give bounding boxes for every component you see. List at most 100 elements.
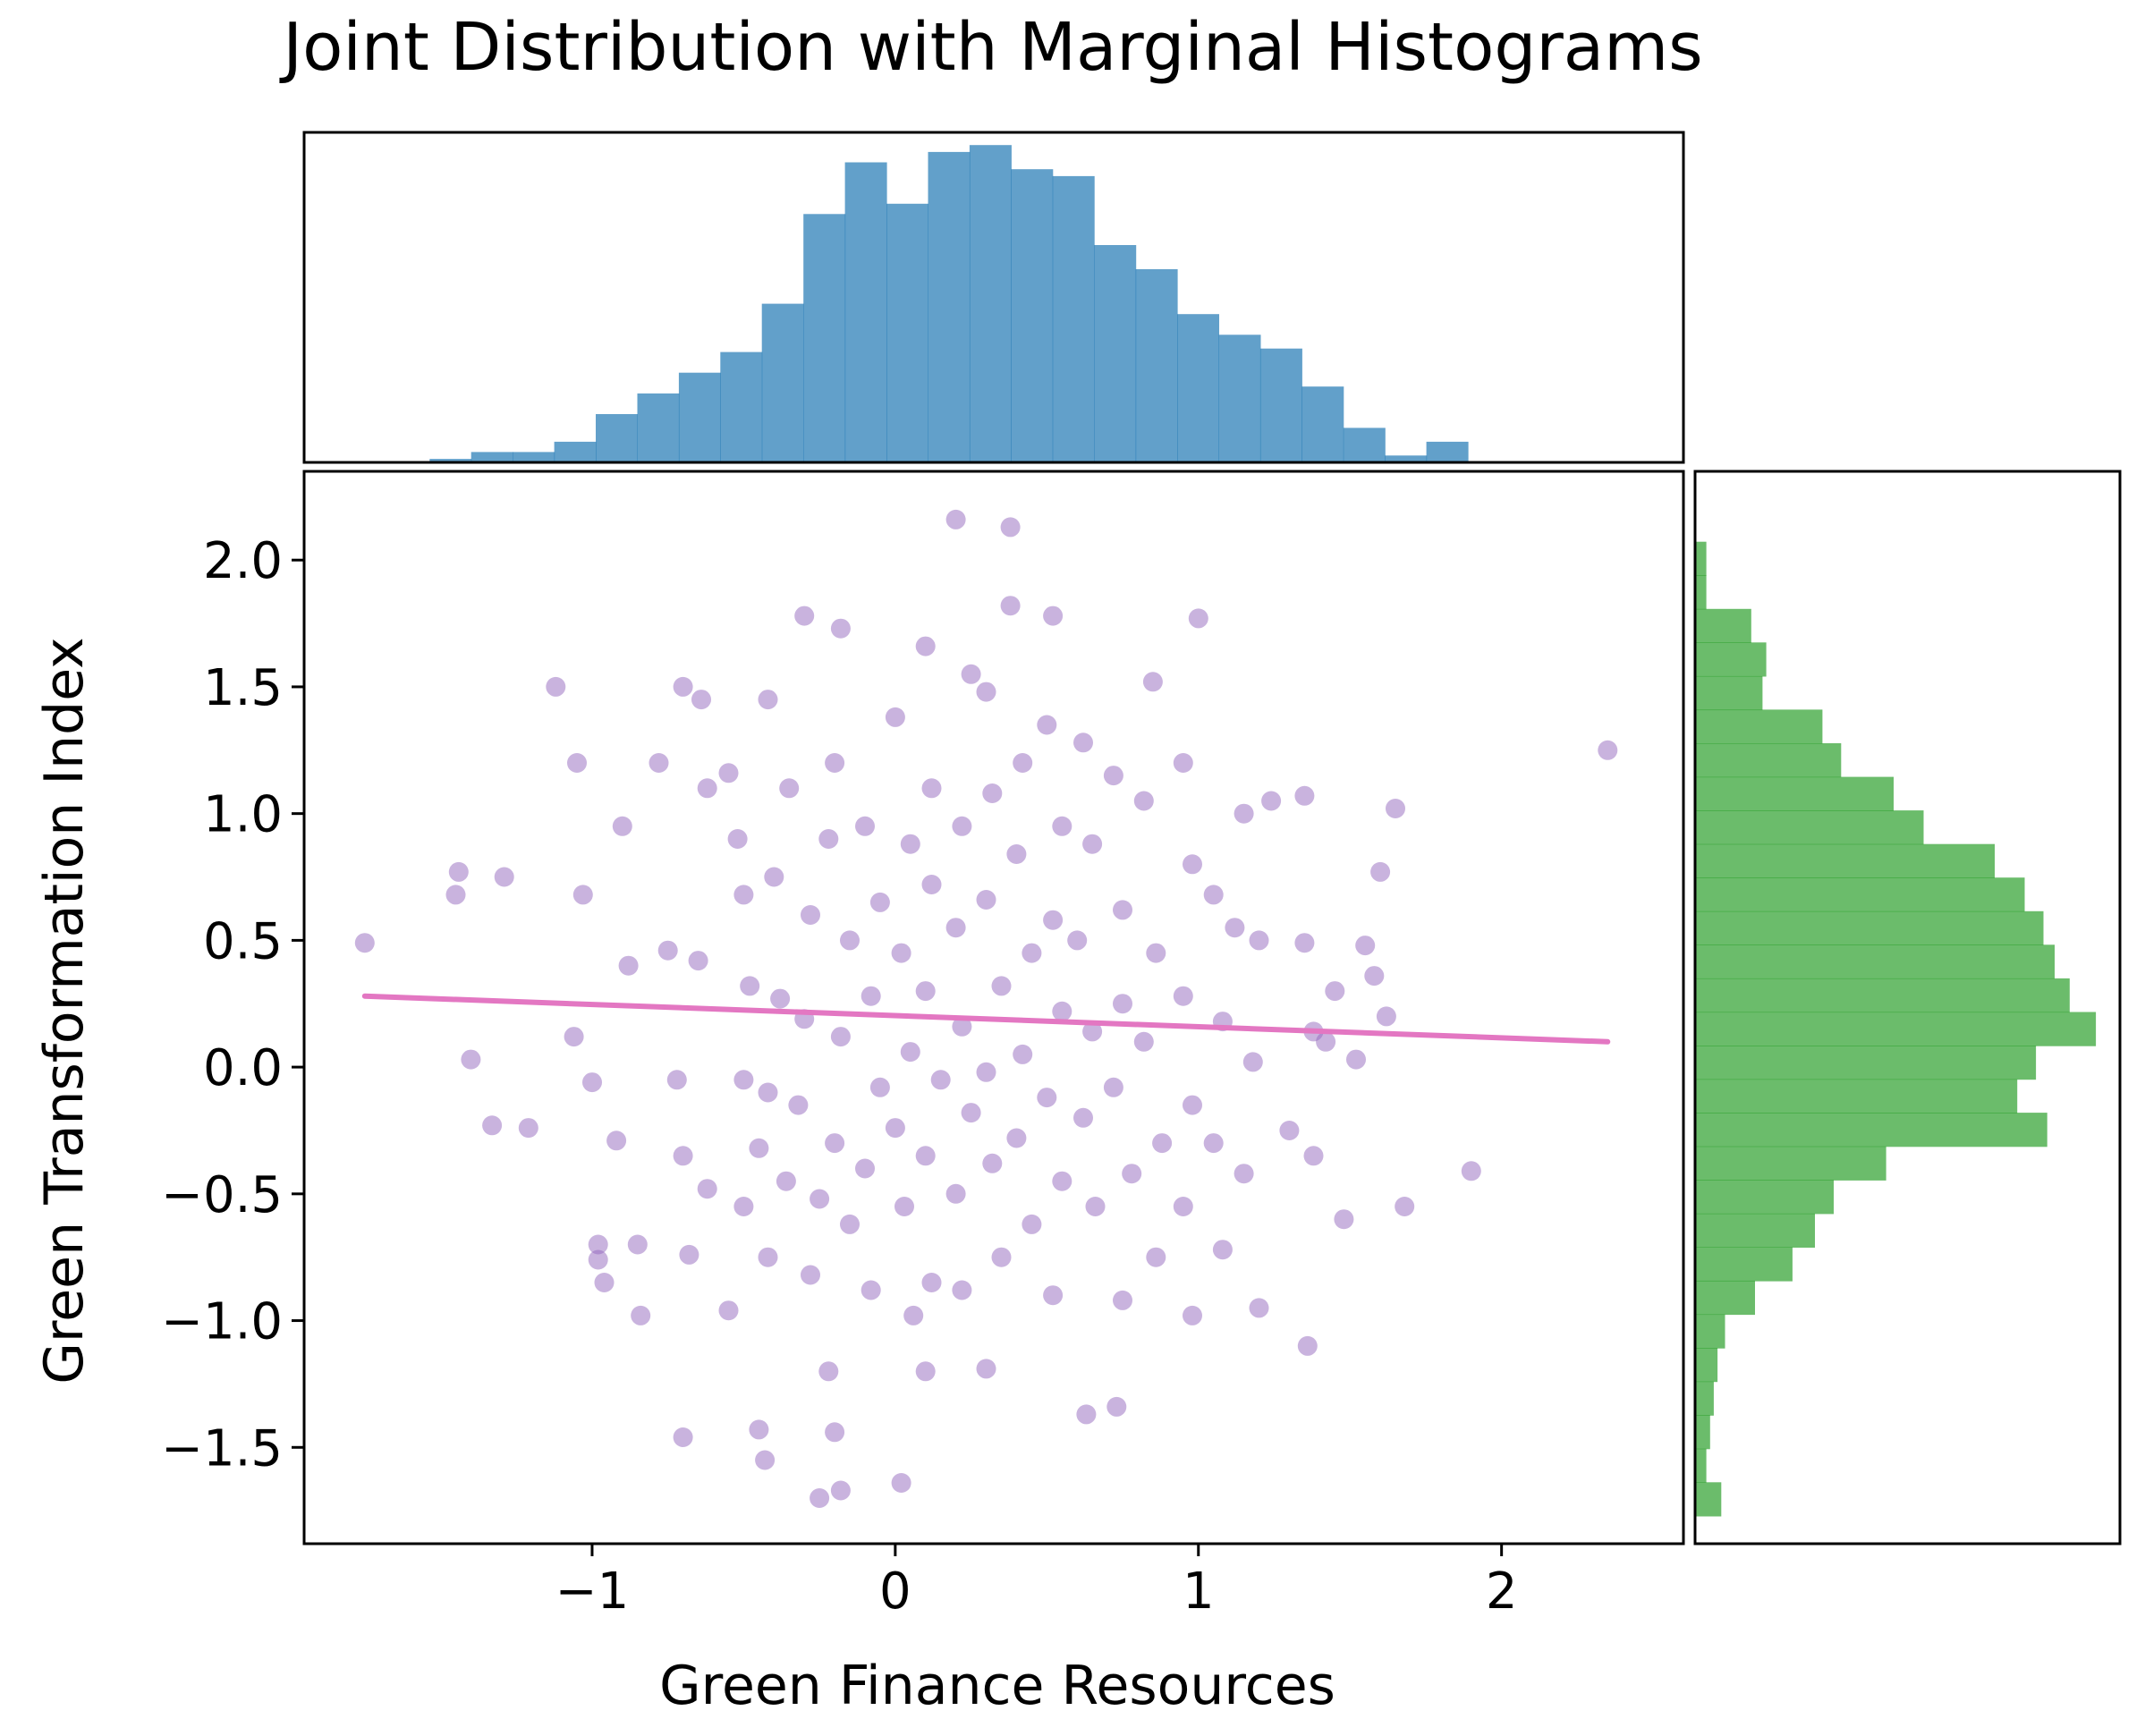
scatter-point xyxy=(770,988,791,1009)
y-histogram-bars xyxy=(1695,541,2097,1517)
y-histogram-frame xyxy=(1693,470,2122,1545)
scatter-point xyxy=(755,1450,776,1470)
x-histogram-bar xyxy=(678,372,721,462)
scatter-plot-area xyxy=(304,471,1683,1544)
scatter-point xyxy=(869,892,890,912)
scatter-point xyxy=(1376,1006,1396,1027)
regression-line xyxy=(361,993,1611,1045)
scatter-point xyxy=(952,1280,972,1300)
scatter-point xyxy=(1461,1161,1481,1181)
scatter-point xyxy=(830,618,851,639)
scatter-point xyxy=(758,690,778,710)
scatter-point xyxy=(1113,994,1132,1014)
scatter-point xyxy=(1106,1396,1127,1417)
scatter-point xyxy=(855,1158,875,1179)
scatter-point xyxy=(627,1234,648,1255)
y-tick-label: −1.0 xyxy=(161,1293,283,1351)
scatter-point xyxy=(830,1480,851,1501)
scatter-point xyxy=(1364,966,1385,987)
scatter-point xyxy=(740,976,760,996)
scatter-point xyxy=(1386,799,1405,818)
scatter-point xyxy=(749,1138,769,1158)
y-histogram-bar xyxy=(1695,810,1924,845)
scatter-point xyxy=(982,1153,1003,1173)
x-histogram-bar xyxy=(471,452,513,462)
x-histogram-bar xyxy=(1135,269,1178,462)
scatter-points xyxy=(354,509,1618,1508)
y-histogram-bar xyxy=(1695,541,1707,576)
scatter-point xyxy=(733,1070,754,1090)
y-histogram-bar xyxy=(1695,1146,1886,1181)
scatter-point xyxy=(1146,1247,1166,1267)
scatter-point xyxy=(1183,1305,1202,1325)
scatter-point xyxy=(976,682,996,702)
scatter-point xyxy=(764,867,784,887)
scatter-point xyxy=(1183,1095,1202,1115)
scatter-point xyxy=(976,1359,996,1379)
scatter-point xyxy=(612,816,632,836)
scatter-point xyxy=(445,885,466,905)
scatter-point xyxy=(758,1247,778,1267)
x-tick-label: 2 xyxy=(1486,1562,1518,1621)
scatter-point xyxy=(915,636,936,656)
scatter-point xyxy=(1000,596,1021,616)
x-histogram-bar xyxy=(513,452,555,462)
scatter-point xyxy=(1334,1209,1354,1230)
y-histogram-bar xyxy=(1695,1046,2037,1080)
scatter-point xyxy=(779,778,800,799)
scatter-point xyxy=(1294,785,1315,806)
x-histogram-bar xyxy=(1259,348,1302,462)
y-tick-label: 1.5 xyxy=(203,659,283,717)
scatter-point xyxy=(961,664,981,684)
x-histogram-bar xyxy=(1218,334,1261,462)
x-histogram-frame xyxy=(302,131,1685,464)
scatter-point xyxy=(666,1070,687,1090)
scatter-point xyxy=(915,1146,936,1166)
scatter-point xyxy=(1325,981,1345,1002)
scatter-plot-frame xyxy=(302,470,1685,1545)
scatter-point xyxy=(1006,1128,1027,1148)
scatter-point xyxy=(894,1197,914,1216)
scatter-point xyxy=(749,1419,769,1440)
scatter-point xyxy=(945,1183,966,1204)
x-histogram-bar xyxy=(886,203,928,463)
scatter-point xyxy=(1355,936,1376,956)
x-histogram-bar xyxy=(761,303,804,462)
x-axis-label: Green Finance Resources xyxy=(659,1655,1335,1717)
scatter-point xyxy=(688,951,708,971)
scatter-point xyxy=(1279,1121,1300,1140)
scatter-point xyxy=(1212,1240,1233,1260)
scatter-point xyxy=(788,1095,809,1115)
y-histogram-bar xyxy=(1695,1448,1707,1483)
y-histogram-bar xyxy=(1695,642,1767,677)
scatter-point xyxy=(1082,1021,1103,1042)
scatter-point xyxy=(1052,1001,1072,1021)
scatter-point xyxy=(1043,910,1064,930)
scatter-point xyxy=(961,1103,981,1123)
x-histogram-bar xyxy=(1177,314,1219,462)
x-histogram-bar xyxy=(429,459,472,462)
scatter-point xyxy=(588,1234,608,1255)
scatter-point xyxy=(606,1131,627,1151)
scatter-point xyxy=(976,1062,996,1082)
scatter-point xyxy=(1395,1197,1415,1216)
scatter-point xyxy=(673,676,693,697)
scatter-point xyxy=(594,1273,615,1292)
scatter-point xyxy=(1146,943,1166,963)
scatter-point xyxy=(921,875,942,894)
y-histogram-bar xyxy=(1695,843,1995,878)
scatter-point xyxy=(945,509,966,529)
y-histogram-bar xyxy=(1695,675,1763,711)
y-histogram-bar xyxy=(1695,1079,2018,1114)
scatter-point xyxy=(1103,1077,1123,1097)
y-tick-label: −0.5 xyxy=(161,1166,283,1224)
x-tick-label: −1 xyxy=(555,1562,630,1621)
x-histogram-bar xyxy=(1011,169,1054,462)
y-tick-label: −1.5 xyxy=(161,1419,283,1478)
scatter-point xyxy=(631,1305,651,1325)
scatter-point xyxy=(1203,1133,1224,1154)
x-histogram-bar xyxy=(1301,386,1344,462)
scatter-point xyxy=(1073,733,1093,753)
scatter-point xyxy=(1122,1164,1142,1184)
